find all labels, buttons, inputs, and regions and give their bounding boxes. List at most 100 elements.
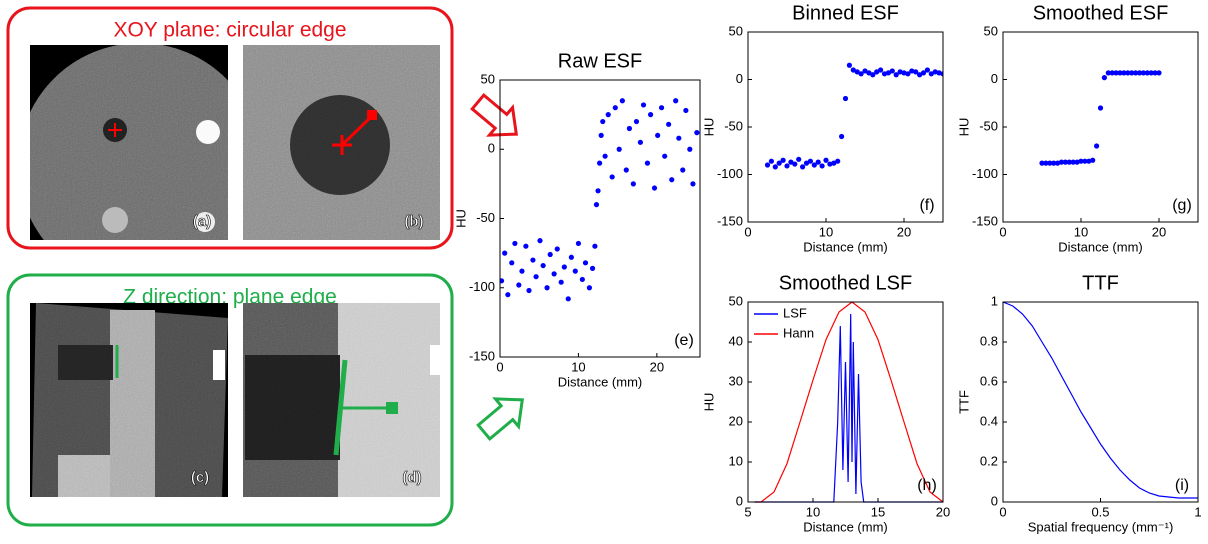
- point: [634, 119, 639, 124]
- point: [773, 164, 778, 169]
- point: [592, 244, 597, 249]
- panel-annotation: (e): [674, 332, 694, 349]
- point: [676, 136, 681, 141]
- plot-frame: [748, 32, 943, 222]
- image-label: (a): [193, 213, 211, 230]
- x-tick-label: 15: [871, 504, 885, 519]
- point: [502, 251, 507, 256]
- point: [537, 238, 542, 243]
- x-tick-label: 20: [1152, 224, 1166, 239]
- point: [541, 263, 546, 268]
- point: [566, 296, 571, 301]
- point: [673, 98, 678, 103]
- x-tick-label: 20: [897, 224, 911, 239]
- y-tick-label: -150: [717, 213, 743, 228]
- y-tick-label: -50: [724, 118, 743, 133]
- chart-title: Raw ESF: [558, 50, 642, 72]
- point: [627, 126, 632, 131]
- x-tick-label: 0: [496, 359, 503, 374]
- ct-image-c: [30, 303, 228, 497]
- y-tick-label: 0.4: [980, 413, 998, 428]
- point: [505, 292, 510, 297]
- point: [597, 161, 602, 166]
- x-tick-label: 5: [744, 504, 751, 519]
- point: [648, 112, 653, 117]
- point: [1102, 75, 1107, 80]
- x-tick-label: 20: [650, 359, 664, 374]
- point: [645, 161, 650, 166]
- point: [792, 161, 797, 166]
- point: [509, 260, 514, 265]
- y-tick-label: -100: [972, 166, 998, 181]
- point: [590, 266, 595, 271]
- point: [1090, 158, 1095, 163]
- x-axis-label: Spatial frequency (mm⁻¹): [1028, 519, 1174, 534]
- ct-image-a: [18, 43, 262, 287]
- image-label: (c): [191, 469, 209, 486]
- plot-frame: [1003, 302, 1198, 502]
- y-tick-label: 0.2: [980, 453, 998, 468]
- y-tick-label: 0: [991, 71, 998, 86]
- point: [600, 119, 605, 124]
- y-tick-label: 10: [729, 453, 743, 468]
- ct-image-b: [243, 45, 440, 240]
- point: [1156, 70, 1161, 75]
- x-tick-label: 10: [1074, 224, 1088, 239]
- point: [835, 159, 840, 164]
- y-tick-label: 50: [729, 23, 743, 38]
- point: [769, 159, 774, 164]
- y-tick-label: 0.8: [980, 333, 998, 348]
- y-tick-label: -150: [469, 348, 495, 363]
- panel-annotation: (g): [1172, 197, 1192, 214]
- y-tick-label: -150: [972, 213, 998, 228]
- point: [606, 112, 611, 117]
- point: [847, 63, 852, 68]
- point: [878, 67, 883, 72]
- y-tick-label: 0.6: [980, 373, 998, 388]
- x-axis-label: Distance (mm): [1058, 239, 1143, 254]
- point: [683, 108, 688, 113]
- point: [800, 164, 805, 169]
- panel-annotation: (h): [917, 477, 937, 494]
- point: [576, 241, 581, 246]
- y-tick-label: 1: [991, 293, 998, 308]
- y-tick-label: 0: [736, 71, 743, 86]
- x-axis-label: Distance (mm): [803, 239, 888, 254]
- point: [519, 269, 524, 274]
- point: [580, 277, 585, 282]
- point: [796, 157, 801, 162]
- point: [890, 68, 895, 73]
- point: [569, 255, 574, 260]
- x-tick-label: 10: [819, 224, 833, 239]
- y-tick-label: 50: [481, 71, 495, 86]
- image-label: (d): [402, 469, 421, 486]
- x-tick-label: 20: [936, 504, 950, 519]
- y-axis-label: HU: [956, 118, 971, 137]
- point: [765, 162, 770, 167]
- y-tick-label: 40: [729, 333, 743, 348]
- chart-title: TTF: [1082, 272, 1119, 294]
- point: [587, 285, 592, 290]
- point: [669, 177, 674, 182]
- legend-label: LSF: [783, 305, 807, 320]
- point: [641, 102, 646, 107]
- point: [617, 147, 622, 152]
- x-tick-label: 1: [1194, 504, 1201, 519]
- point: [552, 271, 557, 276]
- y-tick-label: -100: [717, 166, 743, 181]
- point: [1098, 105, 1103, 110]
- point: [1094, 143, 1099, 148]
- point: [687, 147, 692, 152]
- y-tick-label: -50: [476, 210, 495, 225]
- point: [620, 98, 625, 103]
- point: [602, 154, 607, 159]
- x-axis-label: Distance (mm): [558, 374, 643, 389]
- y-tick-label: 50: [729, 293, 743, 308]
- plot-frame: [748, 302, 943, 502]
- point: [583, 260, 588, 265]
- point: [925, 67, 930, 72]
- point: [816, 160, 821, 165]
- point: [573, 269, 578, 274]
- point: [523, 244, 528, 249]
- y-axis-label: HU: [701, 393, 716, 412]
